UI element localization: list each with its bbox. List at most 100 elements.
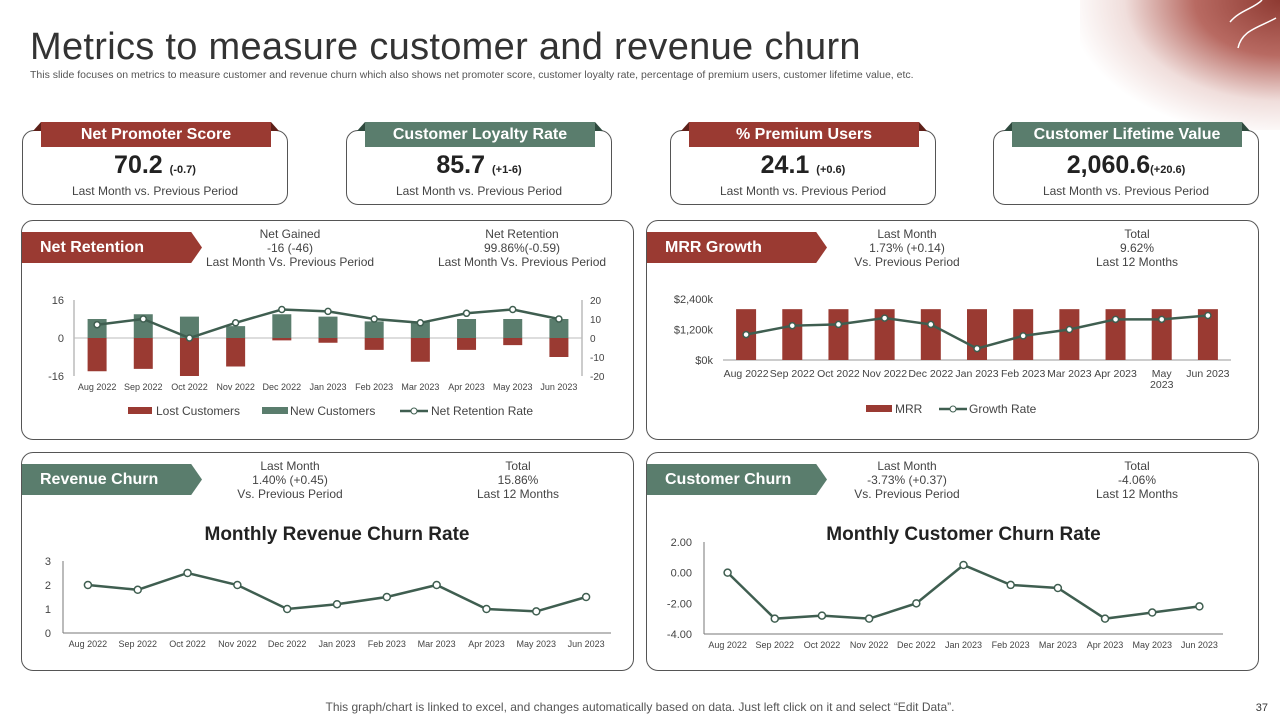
net-retention-rate-point (139, 315, 148, 323)
x-tick-label: Jun 2023 (1181, 640, 1218, 650)
net-retention-rate-point (508, 305, 517, 314)
growth-rate-point (927, 320, 935, 329)
net-retention-rate-point (462, 309, 471, 318)
churn-rate-point (723, 568, 732, 577)
x-tick-label: Sep 2022 (118, 639, 157, 649)
bar-lost-customers (410, 338, 430, 362)
kpi-card-premium-users[interactable]: % Premium Users 24.1 (+0.6) Last Month v… (670, 122, 936, 205)
x-tick-label: May 2023 (493, 382, 533, 392)
churn-rate-point (183, 568, 192, 578)
x-tick-label: Feb 2023 (1001, 368, 1046, 380)
net-gained-stat: Net Gained -16 (-46) Last Month Vs. Previo… (205, 227, 375, 269)
customer-churn-panel: Customer Churn Last Month -3.73% (+0.37) V… (646, 452, 1259, 671)
panel-title: Customer Churn (647, 464, 827, 495)
swirl-icon (1229, 0, 1277, 49)
chart-title: Monthly Revenue Churn Rate (205, 524, 470, 545)
x-tick-label: Aug 2022 (78, 382, 117, 392)
x-tick-label: Jan 2023 (955, 368, 998, 380)
x-tick-label: Jan 2023 (318, 639, 355, 649)
mrr-last-month-stat: Last Month 1.73% (+0.14) Vs. Previous Peri… (854, 227, 960, 269)
x-tick-label: Aug 2022 (708, 640, 747, 650)
net-retention-panel: Net Retention Net Gained -16 (-46) Last Mo… (21, 220, 634, 440)
chart-title: Monthly Customer Churn Rate (826, 524, 1100, 545)
churn-rate-point (1147, 608, 1157, 617)
kpi-note: Last Month vs. Previous Period (1042, 184, 1210, 198)
customer-last-month-stat: Last Month -3.73% (+0.37) Vs. Previous Per… (854, 459, 960, 501)
churn-rate-point (864, 614, 874, 623)
legend-label: MRR (895, 402, 923, 416)
net-retention-rate-point (93, 320, 101, 329)
x-tick-label: Jan 2023 (309, 382, 346, 392)
bar-mrr (874, 309, 895, 360)
x-tick-label: Nov 2022 (862, 368, 907, 380)
growth-rate-point (1065, 325, 1074, 334)
legend-swatch-point (949, 405, 957, 413)
x-tick-label: Aug 2022 (724, 368, 769, 380)
growth-rate-point (1019, 332, 1027, 340)
kpi-card-net-promoter-score[interactable]: Net Promoter Score 70.2 (-0.7) Last Mont… (22, 122, 288, 205)
customer-total-stat: Total -4.06% Last 12 Months (1095, 459, 1179, 501)
y-tick-label: $1,200k (674, 325, 714, 337)
y-tick-label: -2.00 (667, 598, 692, 610)
net-retention-rate-point (278, 305, 286, 314)
growth-rate-point (880, 314, 889, 322)
y-tick-label: 3 (45, 556, 51, 568)
bar-new-customers (503, 319, 523, 338)
kpi-value: 24.1 (+0.6) (760, 151, 846, 179)
x-tick-label: Jun 2023 (568, 639, 605, 649)
x-tick-label: May 2023 (1132, 640, 1172, 650)
growth-rate-point (973, 344, 981, 353)
bar-mrr (1151, 309, 1172, 360)
net-retention-rate-point (416, 319, 425, 327)
y-tick-label: 0.00 (671, 568, 692, 580)
kpi-card-customer-loyalty-rate[interactable]: Customer Loyalty Rate 85.7 (+1-6) Last M… (346, 122, 612, 205)
x-tick-label: Apr 2023 (448, 382, 485, 392)
bar-new-customers (318, 316, 338, 338)
revenue-total-stat: Total 15.86% Last 12 Months (476, 459, 560, 501)
churn-rate-point (432, 580, 441, 590)
bar-lost-customers (457, 338, 477, 350)
x-tick-label: Jan 2023 (945, 640, 982, 650)
legend-label: Lost Customers (156, 404, 240, 418)
x-tick-label: Apr 2023 (468, 639, 505, 649)
y-tick-label: 2.00 (671, 537, 692, 549)
legend-swatch-point (410, 407, 418, 415)
bar-lost-customers (179, 338, 199, 376)
x-tick-label: Nov 2022 (850, 640, 889, 650)
x-tick-label: Sep 2022 (770, 368, 815, 380)
net-retention-rate-point (185, 334, 194, 342)
churn-rate-point (817, 611, 827, 620)
x-tick-label: Nov 2022 (218, 639, 257, 649)
y-tick-label: 16 (52, 295, 64, 307)
legend-label: Net Retention Rate (431, 404, 533, 418)
kpi-card-customer-lifetime-value[interactable]: Customer Lifetime Value 2,060.6(+20.6) L… (993, 122, 1259, 205)
kpi-note: Last Month vs. Previous Period (395, 184, 563, 198)
bar-lost-customers (318, 338, 338, 343)
net-retention-rate-point (231, 319, 240, 327)
kpi-label: Net Promoter Score (33, 122, 279, 147)
net-retention-stat: Net Retention 99.86%(-0.59) Last Month Vs.… (437, 227, 607, 269)
kpi-value: 2,060.6(+20.6) (1066, 151, 1186, 179)
x-tick-label: Feb 2023 (368, 639, 406, 649)
x-tick-label: Dec 2022 (908, 368, 953, 380)
legend-label: Growth Rate (969, 402, 1037, 416)
x-tick-label: Apr 2023 (1087, 640, 1124, 650)
kpi-label: Customer Lifetime Value (1004, 122, 1250, 147)
bar-new-customers (410, 321, 430, 338)
churn-rate-point (83, 580, 93, 590)
x-tick-label: Nov 2022 (216, 382, 255, 392)
churn-rate-point (233, 580, 242, 590)
x-tick-label: Mar 2023 (418, 639, 456, 649)
x-tick-label: Jun 2023 (540, 382, 577, 392)
panel-title: Net Retention (22, 232, 202, 263)
churn-rate-point (1053, 583, 1063, 593)
x-tick-label: Apr 2023 (1094, 368, 1137, 380)
growth-rate-point (1204, 311, 1212, 320)
churn-rate-point (133, 585, 142, 595)
bar-new-customers (226, 326, 246, 338)
growth-rate-point (788, 321, 797, 330)
y-tick-label: 0 (58, 333, 64, 345)
x-tick-label: Dec 2022 (897, 640, 936, 650)
kpi-note: Last Month vs. Previous Period (719, 184, 887, 198)
y-tick-label: 10 (590, 315, 602, 326)
